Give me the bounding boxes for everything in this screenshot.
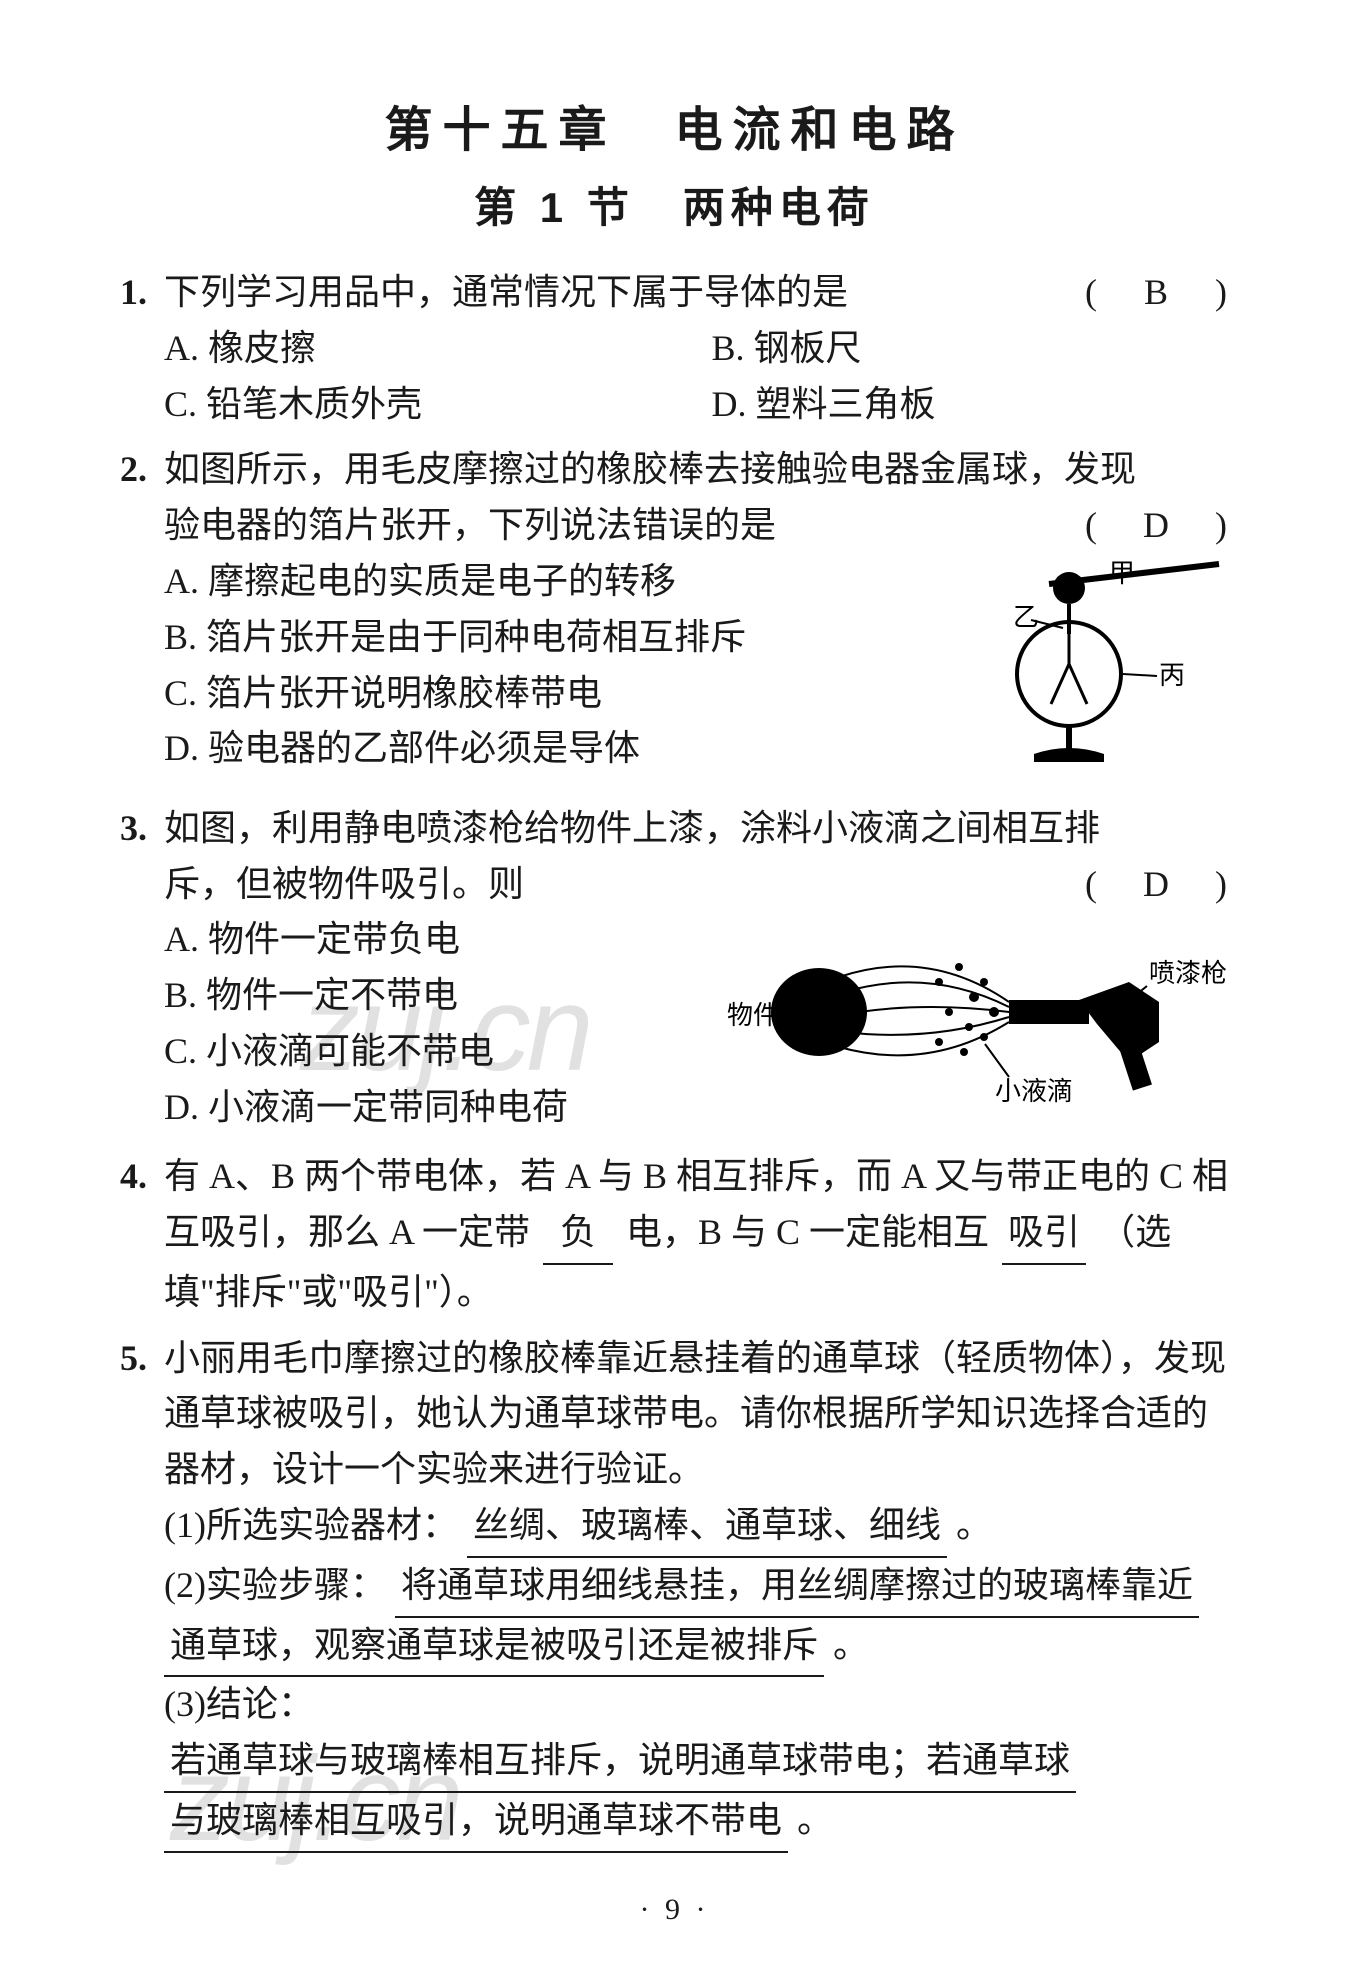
- q5-stem: 小丽用毛巾摩擦过的橡胶棒靠近悬挂着的通草球（轻质物体），发现通草球被吸引，她认为…: [164, 1331, 1229, 1498]
- q2-label-yi: 乙: [1013, 603, 1039, 632]
- q2-option-c: C. 箔片张开说明橡胶棒带电: [164, 666, 947, 722]
- q5-sub2-tail: 。: [833, 1625, 869, 1665]
- q5-sub2-label: (2)实验步骤：: [164, 1565, 386, 1605]
- q3-option-b: B. 物件一定不带电: [164, 968, 697, 1024]
- question-3: 3. 如图，利用静电喷漆枪给物件上漆，涂料小液滴之间相互排 斥，但被物件吸引。则…: [120, 801, 1229, 1139]
- q4-blank-1: 负: [543, 1205, 613, 1265]
- q5-sub3-answer-l2: 与玻璃棒相互吸引，说明通草球不带电: [164, 1793, 788, 1853]
- page: zuj.cn zuj.cn 第十五章 电流和电路 第 1 节 两种电荷 1. 下…: [0, 0, 1349, 1987]
- q3-answer: D: [1137, 857, 1177, 913]
- q1-answer: B: [1137, 265, 1177, 321]
- q3-figure: 物件 小液滴 喷漆枪: [709, 912, 1229, 1139]
- q1-option-b: B. 钢板尺: [712, 321, 1230, 377]
- q4-number: 4.: [120, 1149, 164, 1205]
- q3-answer-paren: ( D ): [1085, 857, 1229, 913]
- q5-sub1: (1)所选实验器材： 丝绸、玻璃棒、通草球、细线 。: [164, 1498, 1229, 1558]
- q3-label-xiaoyedi: 小液滴: [995, 1077, 1073, 1106]
- q1-option-d: D. 塑料三角板: [712, 377, 1230, 433]
- q2-figure: 甲 乙 丙: [959, 554, 1229, 791]
- question-1: 1. 下列学习用品中，通常情况下属于导体的是 ( B ) A. 橡皮擦 B. 钢…: [120, 265, 1229, 432]
- q3-number: 3.: [120, 801, 164, 857]
- q1-stem: 下列学习用品中，通常情况下属于导体的是: [164, 265, 1067, 321]
- q3-option-d: D. 小液滴一定带同种电荷: [164, 1080, 697, 1136]
- q5-sub3-answer-l1: 若通草球与玻璃棒相互排斥，说明通草球带电；若通草球: [164, 1733, 1076, 1793]
- q1-option-a: A. 橡皮擦: [164, 321, 682, 377]
- q3-stem-line1: 如图，利用静电喷漆枪给物件上漆，涂料小液滴之间相互排: [164, 801, 1229, 857]
- q1-option-c: C. 铅笔木质外壳: [164, 377, 682, 433]
- question-5: 5. 小丽用毛巾摩擦过的橡胶棒靠近悬挂着的通草球（轻质物体），发现通草球被吸引，…: [120, 1331, 1229, 1853]
- q5-sub2: (2)实验步骤： 将通草球用细线悬挂，用丝绸摩擦过的玻璃棒靠近 通草球，观察通草…: [164, 1558, 1229, 1678]
- q2-number: 2.: [120, 442, 164, 498]
- q3-label-penqiqiang: 喷漆枪: [1149, 959, 1227, 988]
- q5-number: 5.: [120, 1331, 164, 1387]
- q2-label-jia: 甲: [1109, 559, 1135, 588]
- q5-sub3-tail: 。: [797, 1800, 833, 1840]
- q5-sub3: (3)结论： 若通草球与玻璃棒相互排斥，说明通草球带电；若通草球 与玻璃棒相互吸…: [164, 1677, 1229, 1852]
- q1-answer-paren: ( B ): [1085, 265, 1229, 321]
- question-4: 4. 有 A、B 两个带电体，若 A 与 B 相互排斥，而 A 又与带正电的 C…: [120, 1149, 1229, 1320]
- q4-blank-2: 吸引: [1002, 1205, 1086, 1265]
- q5-sub1-label: (1)所选实验器材：: [164, 1505, 458, 1545]
- q2-stem-line2: 验电器的箔片张开，下列说法错误的是: [164, 498, 1067, 554]
- q5-sub1-answer: 丝绸、玻璃棒、通草球、细线: [467, 1498, 947, 1558]
- q2-option-b: B. 箔片张开是由于同种电荷相互排斥: [164, 610, 947, 666]
- q4-text-2: 电，B 与 C 一定能相互: [626, 1212, 989, 1252]
- q3-stem-line2: 斥，但被物件吸引。则: [164, 857, 1067, 913]
- page-number: · 9 ·: [120, 1893, 1229, 1927]
- q5-sub1-tail: 。: [956, 1505, 992, 1545]
- q2-option-a: A. 摩擦起电的实质是电子的转移: [164, 554, 947, 610]
- q2-answer: D: [1137, 498, 1177, 554]
- q5-sub2-answer-l1: 将通草球用细线悬挂，用丝绸摩擦过的玻璃棒靠近: [395, 1558, 1199, 1618]
- question-2: 2. 如图所示，用毛皮摩擦过的橡胶棒去接触验电器金属球，发现 验电器的箔片张开，…: [120, 442, 1229, 790]
- q2-answer-paren: ( D ): [1085, 498, 1229, 554]
- q5-sub2-answer-l2: 通草球，观察通草球是被吸引还是被排斥: [164, 1618, 824, 1678]
- chapter-title: 第十五章 电流和电路: [120, 90, 1229, 160]
- q4-body: 有 A、B 两个带电体，若 A 与 B 相互排斥，而 A 又与带正电的 C 相互…: [164, 1149, 1229, 1320]
- q2-option-d: D. 验电器的乙部件必须是导体: [164, 721, 947, 777]
- q2-stem-line1: 如图所示，用毛皮摩擦过的橡胶棒去接触验电器金属球，发现: [164, 442, 1229, 498]
- q3-option-c: C. 小液滴可能不带电: [164, 1024, 697, 1080]
- section-title: 第 1 节 两种电荷: [120, 174, 1229, 235]
- q3-option-a: A. 物件一定带负电: [164, 912, 697, 968]
- q1-number: 1.: [120, 265, 164, 321]
- q2-label-bing: 丙: [1159, 661, 1185, 690]
- q5-sub3-label: (3)结论：: [164, 1684, 314, 1724]
